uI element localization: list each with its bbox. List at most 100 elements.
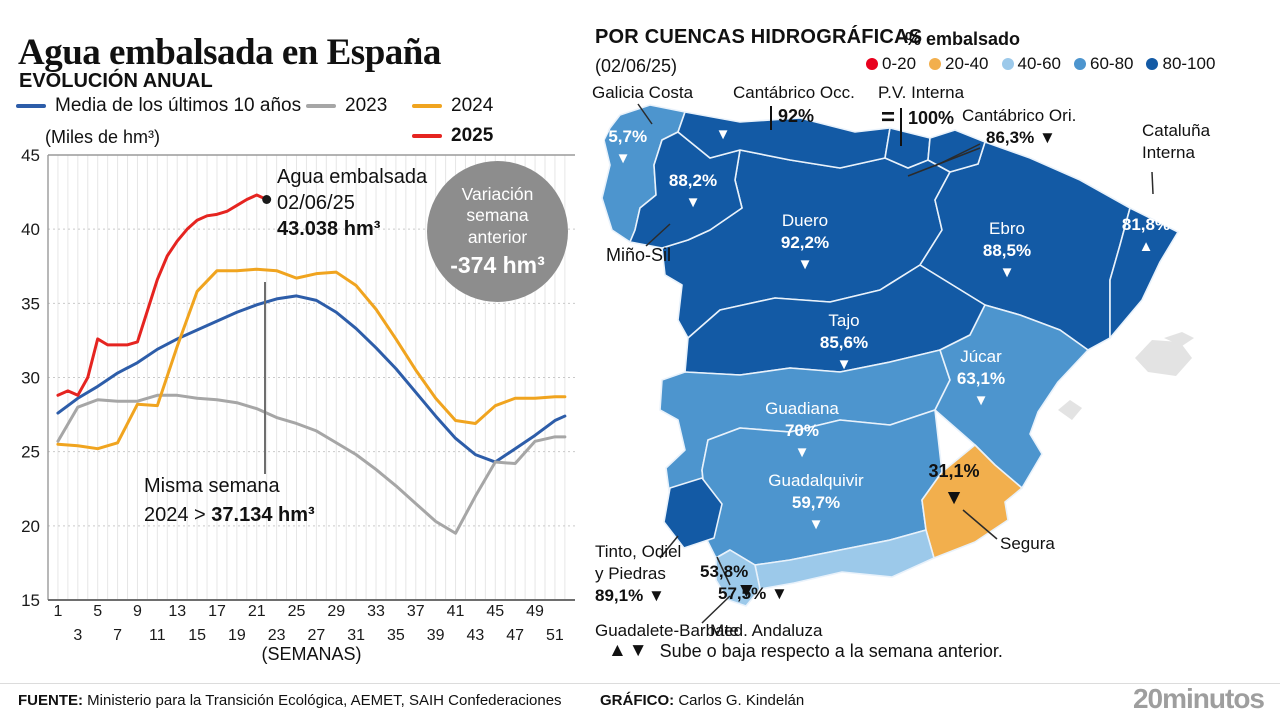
legend-dot-60-80: [1074, 58, 1086, 70]
legend-range-80-100: 80-100: [1146, 54, 1215, 74]
down-triangle-icon: ▼: [647, 586, 665, 606]
svg-text:25: 25: [21, 443, 40, 462]
current-annotation-date: 02/06/25: [277, 192, 355, 214]
spain-basins-map-svg: [601, 103, 1194, 624]
up-triangle-icon: ▲: [1138, 238, 1154, 256]
svg-text:1: 1: [53, 603, 62, 620]
basins-map: 75,7% ▼ 88,2% ▼ ▼ Duero 92,2% ▼ Ebro 88,…: [590, 80, 1280, 665]
region-cataluna-interna: [1109, 207, 1179, 339]
down-triangle-icon: ▼: [736, 579, 757, 602]
basin-label-segura-value: 31,1% ▼: [928, 460, 979, 512]
basin-name-med-andaluza: Med. Andaluza: [710, 621, 823, 640]
x-axis-title: (SEMANAS): [261, 644, 362, 664]
basin-label-galicia-costa-value: 75,7% ▼: [598, 127, 648, 168]
region-med-andaluza: [754, 529, 935, 590]
down-triangle-icon: ▼: [973, 392, 989, 410]
basin-marker-cantabrico-occ: ▼: [716, 124, 731, 145]
legend-item-2024: 2024: [412, 95, 493, 117]
down-triangle-icon: ▼: [715, 126, 731, 143]
basin-name-cataluna-interna: Cataluña Interna: [1142, 121, 1211, 163]
svg-text:13: 13: [168, 603, 186, 620]
basin-label-guadalquivir: Guadalquivir 59,7% ▼: [768, 471, 864, 534]
down-triangle-icon: ▼: [999, 264, 1015, 282]
svg-text:25: 25: [288, 603, 306, 620]
legend-swatch-2025: [412, 134, 442, 138]
svg-text:35: 35: [21, 294, 40, 313]
svg-text:21: 21: [248, 603, 266, 620]
variation-badge: Variación semana anterior -374 hm³: [427, 161, 568, 302]
basin-value-cantabrico-occ: 92%: [770, 106, 814, 130]
page-title: Agua embalsada en España: [18, 31, 441, 73]
legend-item-2023: 2023: [306, 95, 387, 117]
previous-annotation-prefix: 2024 >: [144, 504, 206, 526]
svg-text:17: 17: [208, 603, 226, 620]
basin-label-cataluna-value: 81,8% ▲: [1121, 215, 1171, 256]
region-tinto-odiel: [663, 477, 723, 549]
tick-line: [900, 108, 903, 146]
svg-text:43: 43: [467, 627, 485, 644]
page-subtitle: EVOLUCIÓN ANUAL: [19, 69, 213, 92]
svg-text:15: 15: [188, 627, 206, 644]
legend-range-0-20: 0-20: [866, 54, 916, 74]
current-annotation-line1: Agua embalsada: [277, 166, 428, 188]
svg-text:29: 29: [327, 603, 345, 620]
svg-text:20: 20: [21, 517, 40, 536]
region-jucar: [934, 304, 1089, 489]
legend-item-2025: 2025: [412, 125, 493, 147]
basin-name-guadalete: Guadalete-Barbate: [595, 621, 739, 640]
graphic-credit: GRÁFICO: Carlos G. Kindelán: [600, 692, 805, 709]
legend-label-2025: 2025: [451, 125, 494, 146]
basin-name-galicia-costa: Galicia Costa: [592, 83, 694, 102]
down-triangle-icon: ▼: [685, 194, 701, 212]
basin-label-mino-sil-value: 88,2% ▼: [668, 171, 718, 212]
svg-text:45: 45: [21, 148, 40, 165]
badge-line1: Variación: [461, 183, 534, 204]
svg-text:33: 33: [367, 603, 385, 620]
region-guadalete-barbate: [715, 549, 761, 607]
svg-text:47: 47: [506, 627, 524, 644]
region-pv-interna: [884, 127, 931, 169]
tick-line: [770, 106, 772, 130]
svg-text:31: 31: [347, 627, 365, 644]
map-date: (02/06/25): [595, 56, 678, 76]
badge-line2: semana: [466, 205, 529, 226]
down-triangle-icon: ▼: [836, 356, 852, 374]
previous-annotation-value: 37.134 hm³: [211, 504, 315, 526]
up-down-triangles-icon: ▲▼: [608, 640, 650, 661]
svg-text:3: 3: [73, 627, 82, 644]
region-mino-sil: [629, 131, 743, 249]
down-triangle-icon: ▼: [615, 150, 631, 168]
basin-label-tinto-odiel: Tinto, Odiel y Piedras 89,1% ▼: [595, 542, 682, 606]
down-triangle-icon: ▼: [794, 444, 810, 462]
legend-item-media: Media de los últimos 10 años: [16, 95, 301, 117]
previous-annotation-line1: Misma semana: [144, 475, 280, 497]
legend-dot-20-40: [929, 58, 942, 70]
basin-name-cantabrico-occ: Cantábrico Occ.: [733, 83, 855, 102]
svg-text:40: 40: [21, 220, 40, 239]
legend-dot-80-100: [1146, 58, 1159, 70]
map-color-legend: 0-20 20-40 40-60 60-80 80-100: [866, 54, 1215, 74]
same-week-marker-line: [264, 282, 266, 474]
map-legend-title: % embalsado: [905, 29, 1021, 49]
svg-text:37: 37: [407, 603, 425, 620]
basin-label-duero: Duero 92,2% ▼: [780, 211, 830, 274]
previous-year-annotation: Misma semana 2024 > 37.134 hm³: [144, 472, 315, 530]
down-triangle-icon: ▼: [770, 584, 788, 603]
legend-label-2023: 2023: [345, 95, 388, 116]
down-triangle-icon: ▼: [797, 256, 813, 274]
basin-label-tajo: Tajo 85,6% ▼: [819, 311, 869, 374]
down-triangle-icon: ▼: [1038, 128, 1056, 148]
svg-text:11: 11: [149, 627, 166, 644]
svg-text:23: 23: [268, 627, 286, 644]
legend-swatch-2024: [412, 104, 442, 108]
svg-text:49: 49: [526, 603, 544, 620]
legend-range-40-60: 40-60: [1001, 54, 1061, 74]
legend-range-20-40: 20-40: [929, 54, 989, 74]
svg-text:41: 41: [447, 603, 465, 620]
equal-trend-icon: =: [881, 104, 895, 131]
legend-swatch-2023: [306, 104, 336, 108]
region-cantabrico-occ: [677, 111, 891, 169]
svg-text:45: 45: [486, 603, 504, 620]
badge-line3: anterior: [467, 226, 528, 247]
